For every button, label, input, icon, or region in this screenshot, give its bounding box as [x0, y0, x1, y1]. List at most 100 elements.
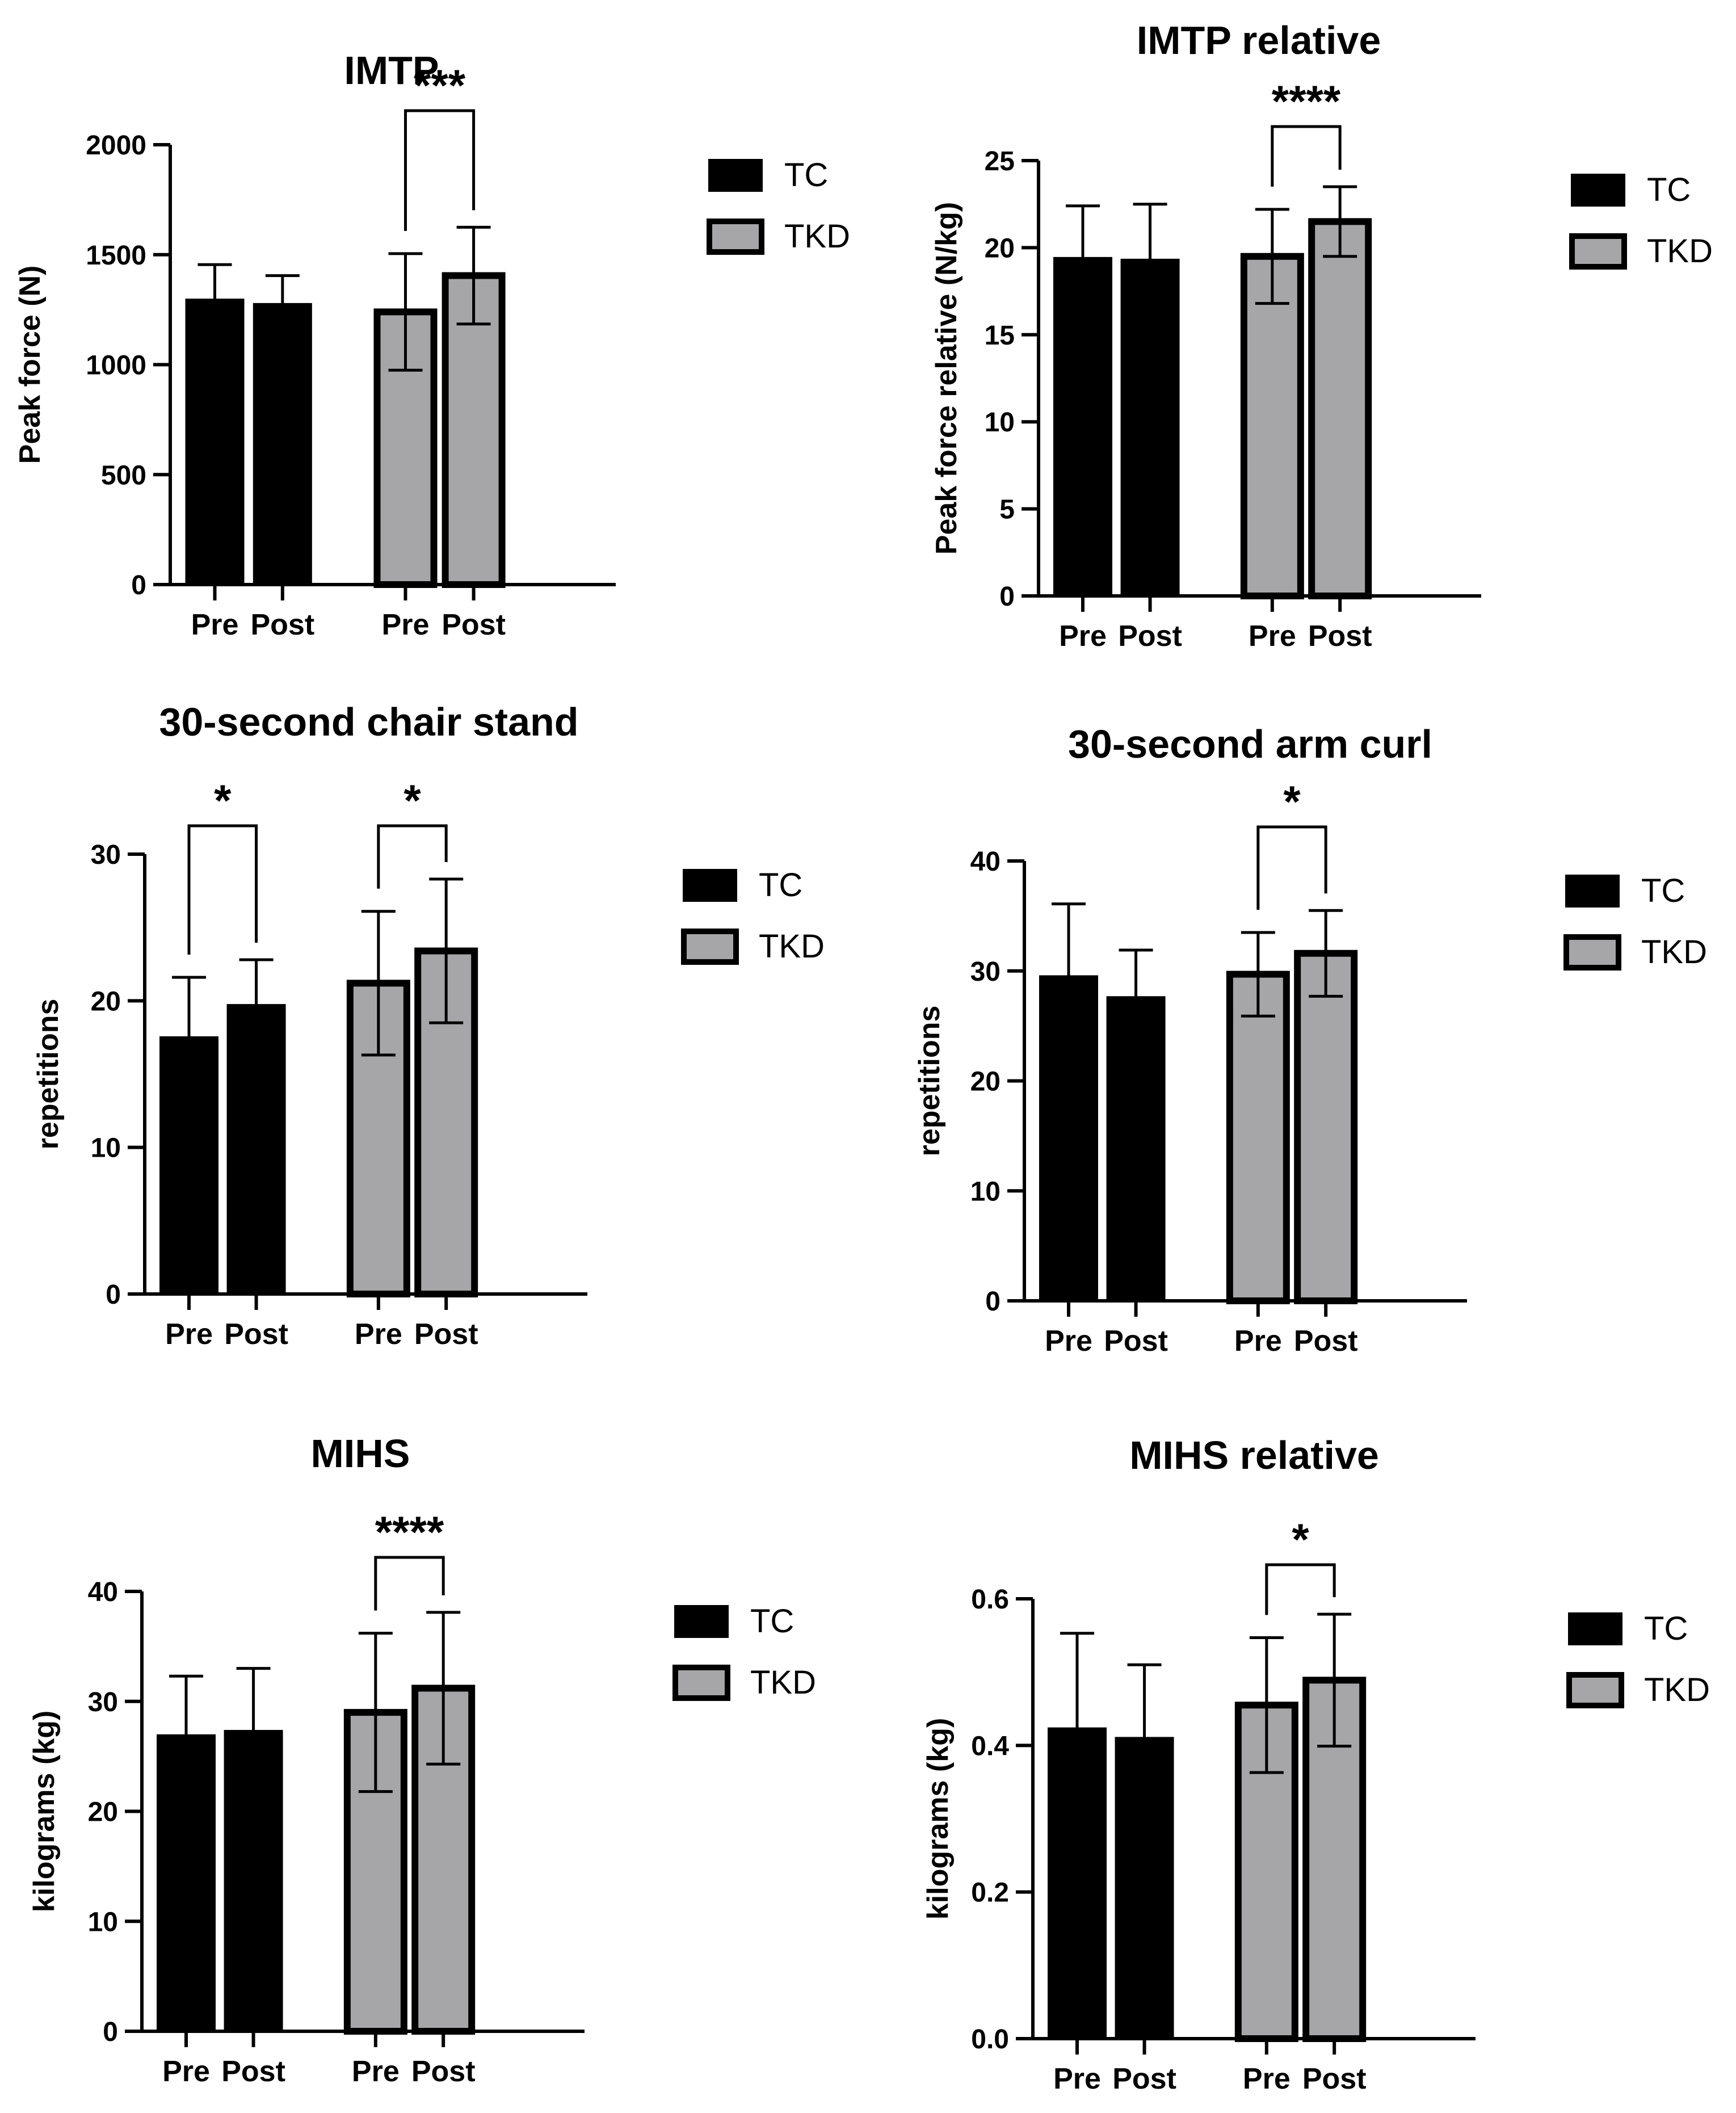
y-tick-label: 10 — [970, 1177, 1001, 1207]
y-axis-label: kilograms (kg) — [922, 1718, 955, 1919]
legend-swatch-tkd — [707, 219, 764, 255]
y-tick-label: 30 — [91, 840, 121, 870]
significance-label: * — [1292, 1514, 1309, 1564]
legend-label-tc: TC — [759, 867, 802, 904]
y-tick-label: 20 — [88, 1797, 118, 1828]
legend-label-tkd: TKD — [1647, 233, 1713, 270]
x-category-label: Pre — [191, 608, 239, 641]
chart-panel-mihs-relative: MIHS relative kilograms (kg) 0.0 0.2 0.4 0.6 P… — [922, 1433, 1710, 2095]
x-category-label: Post — [442, 608, 506, 641]
legend-swatch-tkd — [1563, 934, 1621, 971]
x-category-label: Post — [1294, 1325, 1358, 1358]
bar-tkd-post — [1294, 950, 1358, 1304]
chart-panel-imtp: IMTP Peak force (N) 0 500 1000 1500 2000 Pre Pos… — [14, 48, 850, 641]
significance-label: * — [1283, 776, 1301, 826]
legend-swatch-tc — [1568, 1612, 1622, 1645]
y-tick-label: 20 — [91, 986, 121, 1016]
y-tick-label: 0 — [985, 1287, 1001, 1317]
bar-tc-pre — [157, 1734, 216, 2032]
y-tick-label: 2000 — [86, 131, 146, 161]
x-category-label: Post — [1308, 620, 1372, 653]
chart-panel-arm-curl: 30-second arm curl repetitions 0 10 20 30 40 Pr… — [913, 722, 1707, 1358]
bar-tc-post — [253, 303, 312, 586]
bar-tc-post — [226, 1004, 286, 1296]
significance-bracket-tkd — [374, 1556, 445, 1611]
y-tick-label: 0 — [106, 1280, 121, 1310]
significance-label: *** — [414, 60, 466, 110]
bar-tc-pre — [1053, 257, 1112, 598]
legend-swatch-tc — [674, 1605, 729, 1638]
bar-tc-post — [1120, 258, 1180, 598]
x-category-label: Pre — [165, 1318, 213, 1351]
significance-label: * — [403, 775, 421, 825]
legend-swatch-tkd — [672, 1665, 730, 1701]
y-axis-label: kilograms (kg) — [28, 1711, 61, 1912]
chart-panel-mihs: MIHS kilograms (kg) 0 10 20 30 40 Pre Post Pre Pos… — [28, 1431, 816, 2088]
x-category-label: Post — [414, 1318, 478, 1351]
y-tick-label: 5 — [999, 495, 1015, 525]
significance-bracket-tkd — [403, 109, 476, 231]
significance-bracket-tc — [187, 824, 258, 955]
bar-tc-post — [224, 1730, 283, 2032]
bar-tc-pre — [1039, 975, 1098, 1302]
bar-tc-pre — [1048, 1727, 1107, 2040]
bar-tkd-pre — [1240, 253, 1304, 599]
legend-label-tc: TC — [1644, 1610, 1688, 1647]
y-tick-label: 0 — [131, 570, 146, 600]
bar-tc-pre — [185, 299, 245, 586]
y-tick-label: 1000 — [86, 351, 146, 381]
y-tick-label: 0 — [103, 2017, 118, 2047]
legend-swatch-tc — [1565, 875, 1620, 908]
y-tick-label: 10 — [88, 1907, 118, 1937]
legend-label-tc: TC — [784, 157, 828, 194]
significance-bracket-tkd — [1271, 125, 1342, 187]
x-category-label: Post — [1112, 2062, 1176, 2095]
y-axis-label: Peak force relative (N/kg) — [930, 202, 963, 554]
y-tick-label: 30 — [88, 1687, 118, 1717]
y-tick-label: 20 — [970, 1067, 1001, 1097]
y-axis-label: repetitions — [913, 1006, 946, 1157]
bar-tkd-pre — [1226, 971, 1290, 1304]
y-tick-label: 0.4 — [971, 1731, 1009, 1761]
x-category-label: Post — [250, 608, 314, 641]
significance-bracket-tkd — [1256, 825, 1327, 910]
y-tick-label: 40 — [970, 847, 1001, 877]
legend-label-tc: TC — [1647, 171, 1691, 208]
chart-title: MIHS relative — [1129, 1433, 1379, 1477]
x-category-label: Pre — [1045, 1325, 1092, 1358]
chart-title: 30-second chair stand — [159, 700, 578, 744]
x-category-label: Pre — [355, 1318, 402, 1351]
y-tick-label: 20 — [985, 233, 1015, 263]
chart-title: IMTP — [344, 48, 439, 93]
y-axis-label: repetitions — [32, 999, 65, 1150]
legend-label-tc: TC — [750, 1603, 794, 1640]
x-category-label: Post — [224, 1318, 288, 1351]
y-tick-label: 0.2 — [971, 1878, 1009, 1908]
significance-bracket-tkd — [1265, 1563, 1336, 1615]
x-category-label: Pre — [1053, 2062, 1101, 2095]
legend-swatch-tkd — [1569, 233, 1627, 270]
legend-swatch-tc — [1571, 174, 1625, 207]
legend-swatch-tkd — [681, 929, 739, 965]
legend-label-tkd: TKD — [1644, 1671, 1710, 1708]
y-tick-label: 40 — [88, 1577, 118, 1607]
x-category-label: Pre — [1059, 620, 1107, 653]
bar-tc-pre — [159, 1036, 218, 1295]
legend-label-tkd: TKD — [784, 218, 850, 255]
y-tick-label: 0 — [999, 582, 1015, 612]
legend-label-tkd: TKD — [759, 928, 825, 965]
y-tick-label: 30 — [970, 957, 1001, 987]
y-tick-label: 10 — [985, 408, 1015, 438]
chart-title: MIHS — [311, 1431, 410, 1476]
x-category-label: Post — [1104, 1325, 1168, 1358]
bar-tc-post — [1115, 1737, 1174, 2040]
y-tick-label: 500 — [101, 460, 146, 490]
significance-bracket-tkd — [377, 824, 448, 889]
x-category-label: Post — [411, 2055, 476, 2088]
x-category-label: Pre — [1243, 2062, 1291, 2095]
x-category-label: Pre — [382, 608, 430, 641]
y-tick-label: 1500 — [86, 241, 146, 271]
legend-swatch-tkd — [1566, 1672, 1624, 1708]
legend-swatch-tc — [708, 159, 763, 192]
